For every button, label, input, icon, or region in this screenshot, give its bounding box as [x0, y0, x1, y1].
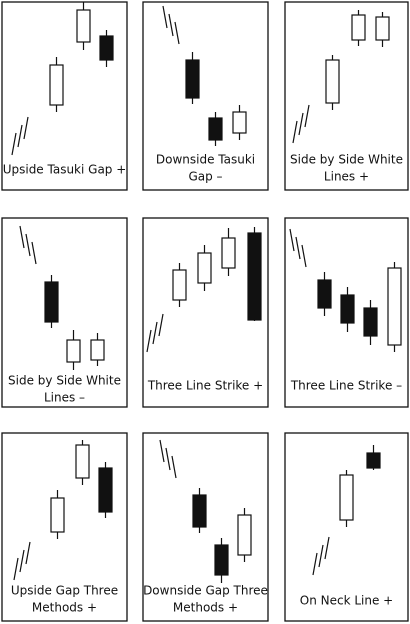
trend-stroke — [158, 313, 164, 337]
candle-body — [325, 59, 340, 104]
candle-body — [44, 281, 59, 323]
candle-body — [387, 267, 402, 346]
panel-label: Methods + — [32, 601, 97, 615]
candle-body — [221, 237, 236, 269]
trend-stroke — [318, 544, 324, 568]
candle-body — [366, 452, 381, 469]
panel-label: Downside Gap Three — [143, 584, 268, 598]
panel-label: Downside Tasuki — [156, 153, 255, 167]
trend-stroke — [23, 116, 29, 140]
trend-stroke — [146, 329, 152, 353]
panel-label: Three Line Strike + — [147, 379, 263, 393]
trend-stroke — [152, 321, 158, 345]
candle-body — [339, 474, 354, 521]
trend-stroke — [25, 541, 31, 565]
panel-label: Side by Side White — [290, 153, 403, 167]
panel-label: Lines + — [324, 170, 369, 184]
candle-body — [192, 494, 207, 528]
trend-stroke — [165, 447, 171, 471]
panel-frame — [142, 1, 269, 191]
trend-stroke — [292, 120, 298, 144]
trend-stroke — [162, 5, 168, 29]
panel-label: Upside Tasuki Gap + — [3, 163, 127, 177]
candle-body — [214, 544, 229, 576]
trend-stroke — [17, 124, 23, 148]
trend-stroke — [295, 236, 301, 260]
candle-body — [363, 307, 378, 337]
candle-body — [76, 9, 91, 43]
candle-body — [98, 467, 113, 513]
trend-stroke — [19, 549, 25, 573]
trend-stroke — [159, 439, 165, 463]
candle-body — [375, 16, 390, 41]
trend-stroke — [324, 536, 330, 560]
trend-stroke — [304, 104, 310, 128]
trend-stroke — [312, 552, 318, 576]
panel-label: Gap – — [188, 170, 222, 184]
candle-body — [90, 339, 105, 361]
trend-stroke — [289, 228, 295, 252]
candle-body — [247, 232, 262, 321]
trend-stroke — [171, 455, 177, 479]
panel-label: Methods + — [173, 601, 238, 615]
trend-stroke — [168, 13, 174, 37]
panel-label: Side by Side White — [8, 374, 121, 388]
panel-label: On Neck Line + — [300, 594, 393, 608]
panel-label: Upside Gap Three — [11, 584, 118, 598]
panel-label: Three Line Strike – — [290, 379, 402, 393]
trend-stroke — [19, 225, 25, 249]
candle-body — [340, 294, 355, 324]
candle-body — [317, 279, 332, 309]
trend-stroke — [301, 244, 307, 268]
candle-body — [50, 497, 65, 533]
candle-body — [208, 117, 223, 141]
candle-body — [185, 59, 200, 99]
trend-stroke — [11, 132, 17, 156]
candle-body — [197, 252, 212, 284]
candle-body — [66, 339, 81, 363]
candle-body — [237, 514, 252, 556]
candle-body — [232, 111, 247, 134]
candle-body — [49, 64, 64, 106]
candle-body — [75, 444, 90, 479]
panel-frame — [142, 217, 269, 408]
panel-frame — [1, 217, 128, 408]
candle-body — [351, 14, 366, 41]
trend-stroke — [13, 557, 19, 581]
trend-stroke — [298, 112, 304, 136]
trend-stroke — [31, 241, 37, 265]
candle-body — [99, 35, 114, 61]
trend-stroke — [25, 233, 31, 257]
panel-label: Lines – — [44, 391, 85, 405]
candle-body — [172, 269, 187, 301]
trend-stroke — [174, 21, 180, 45]
